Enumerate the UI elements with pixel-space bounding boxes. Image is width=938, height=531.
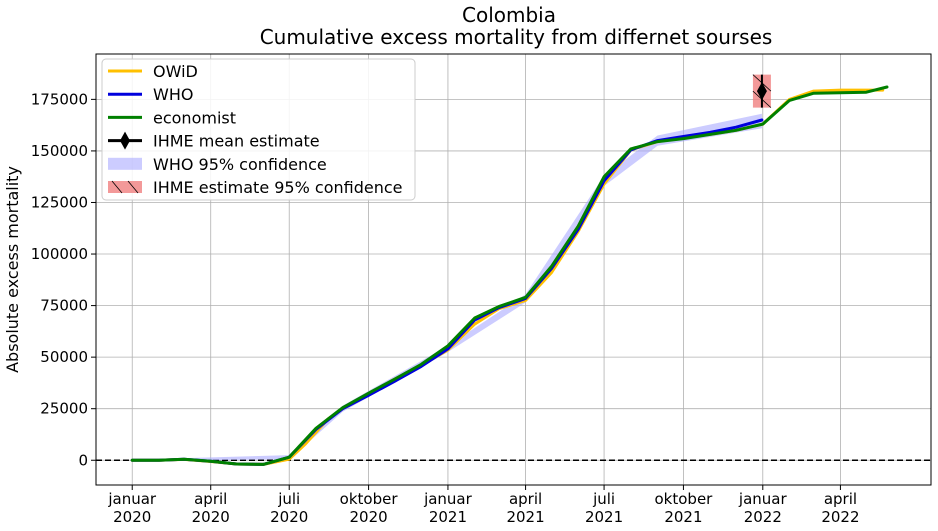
y-axis-label: Absolute excess mortality [3,166,22,373]
x-tick-month-label: oktober [340,490,399,508]
legend-handle-hatch [108,181,142,193]
ihme-mean-marker [756,82,767,101]
x-tick-month-label: januar [738,490,788,508]
x-tick-year-label: 2020 [349,508,387,526]
x-tick-year-label: 2022 [821,508,859,526]
x-tick-month-label: april [509,490,542,508]
x-tick-month-label: oktober [655,490,714,508]
legend-label: economist [153,108,236,127]
x-tick-year-label: 2021 [664,508,702,526]
legend-box [101,58,416,201]
legend-label: IHME estimate 95% confidence [153,178,402,197]
series-lines [130,85,889,466]
legend-handle-band [108,157,142,170]
x-tick-year-label: 2021 [585,508,623,526]
legend-handle-diamond [120,131,130,150]
chart-subtitle: Cumulative excess mortality from differn… [260,25,773,49]
x-tick-year-label: 2021 [429,508,467,526]
x-tick-year-label: 2022 [744,508,782,526]
x-tick-month-label: juli [277,490,300,508]
legend: OWiD WHO economist IHME mean estimate WHO 95… [101,58,416,201]
y-tick-label: 175000 [31,90,88,108]
series-line-economist [130,85,889,466]
legend-hatch-line [111,180,123,194]
x-tick-year-label: 2020 [270,508,308,526]
y-tick-label: 75000 [40,297,88,315]
y-tick-label: 100000 [31,245,88,263]
plot-frame [95,53,932,486]
legend-label: WHO 95% confidence [153,155,327,174]
x-tick-month-label: januar [107,490,157,508]
y-tick-label: 150000 [31,142,88,160]
chart-title: Colombia [462,3,556,27]
axis-ticks: 0 25000 50000 75000 100000 125000 150000 175000… [31,90,860,526]
x-tick-month-label: april [194,490,227,508]
y-tick-label: 125000 [31,193,88,211]
ihme-markers [752,74,772,108]
legend-label: OWiD [153,62,198,81]
x-tick-year-label: 2020 [192,508,230,526]
x-tick-year-label: 2020 [113,508,151,526]
x-tick-month-label: juli [592,490,615,508]
legend-label: IHME mean estimate [153,132,320,151]
legend-hatch-line [127,180,139,194]
legend-label: WHO [153,85,193,104]
x-tick-month-label: april [824,490,857,508]
y-tick-label: 0 [78,451,88,469]
x-tick-month-label: januar [423,490,473,508]
y-tick-label: 50000 [40,348,88,366]
x-tick-year-label: 2021 [506,508,544,526]
y-tick-label: 25000 [40,400,88,418]
